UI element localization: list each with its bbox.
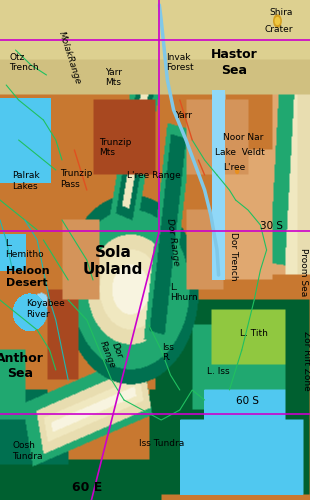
- Text: Otz
Trench: Otz Trench: [9, 53, 39, 72]
- Text: Zor Rift Zone: Zor Rift Zone: [302, 331, 310, 391]
- Text: Crater: Crater: [264, 24, 293, 34]
- Text: Anthor
Sea: Anthor Sea: [0, 352, 44, 380]
- Text: 60 S: 60 S: [236, 396, 259, 406]
- Text: Invak
Forest: Invak Forest: [166, 53, 193, 72]
- Text: L.
Hhurn: L. Hhurn: [170, 283, 197, 302]
- Text: Iss Tundra: Iss Tundra: [139, 440, 184, 448]
- Text: Yarr
Mts: Yarr Mts: [105, 68, 122, 87]
- Text: L'ree: L'ree: [223, 163, 246, 172]
- Circle shape: [274, 15, 281, 27]
- Circle shape: [236, 168, 239, 173]
- Text: 30 S: 30 S: [260, 221, 283, 231]
- Text: Dor
Range: Dor Range: [98, 336, 126, 370]
- Text: Koyabee
River: Koyabee River: [26, 300, 65, 318]
- Text: Shira: Shira: [270, 8, 293, 17]
- Text: L. Tith: L. Tith: [240, 330, 268, 338]
- Text: Dor Trench: Dor Trench: [229, 232, 238, 280]
- Text: L.
Hemitho: L. Hemitho: [5, 240, 43, 258]
- Text: Noor Nar: Noor Nar: [223, 133, 264, 142]
- Text: Dor Range: Dor Range: [165, 218, 180, 267]
- Text: Proom Sea: Proom Sea: [299, 248, 308, 296]
- Text: Iss
R.: Iss R.: [162, 343, 174, 362]
- Text: Yarr: Yarr: [175, 112, 192, 120]
- Text: Heloon
Desert: Heloon Desert: [6, 266, 50, 288]
- Text: Lake  Veldt: Lake Veldt: [215, 148, 265, 157]
- Text: Oosh
Tundra: Oosh Tundra: [12, 442, 43, 460]
- Text: MolakRange: MolakRange: [57, 30, 82, 85]
- Text: L'ree Range: L'ree Range: [127, 172, 181, 180]
- Text: Hastor
Sea: Hastor Sea: [211, 48, 257, 76]
- Circle shape: [275, 18, 280, 24]
- Text: Sola
Upland: Sola Upland: [83, 245, 143, 277]
- Text: Palrak
Lakes: Palrak Lakes: [12, 172, 40, 190]
- Text: L. Iss: L. Iss: [207, 366, 230, 376]
- Text: 60 E: 60 E: [72, 481, 103, 494]
- Text: Trunzip
Pass: Trunzip Pass: [60, 170, 93, 188]
- Text: Trunzip
Mts: Trunzip Mts: [99, 138, 131, 157]
